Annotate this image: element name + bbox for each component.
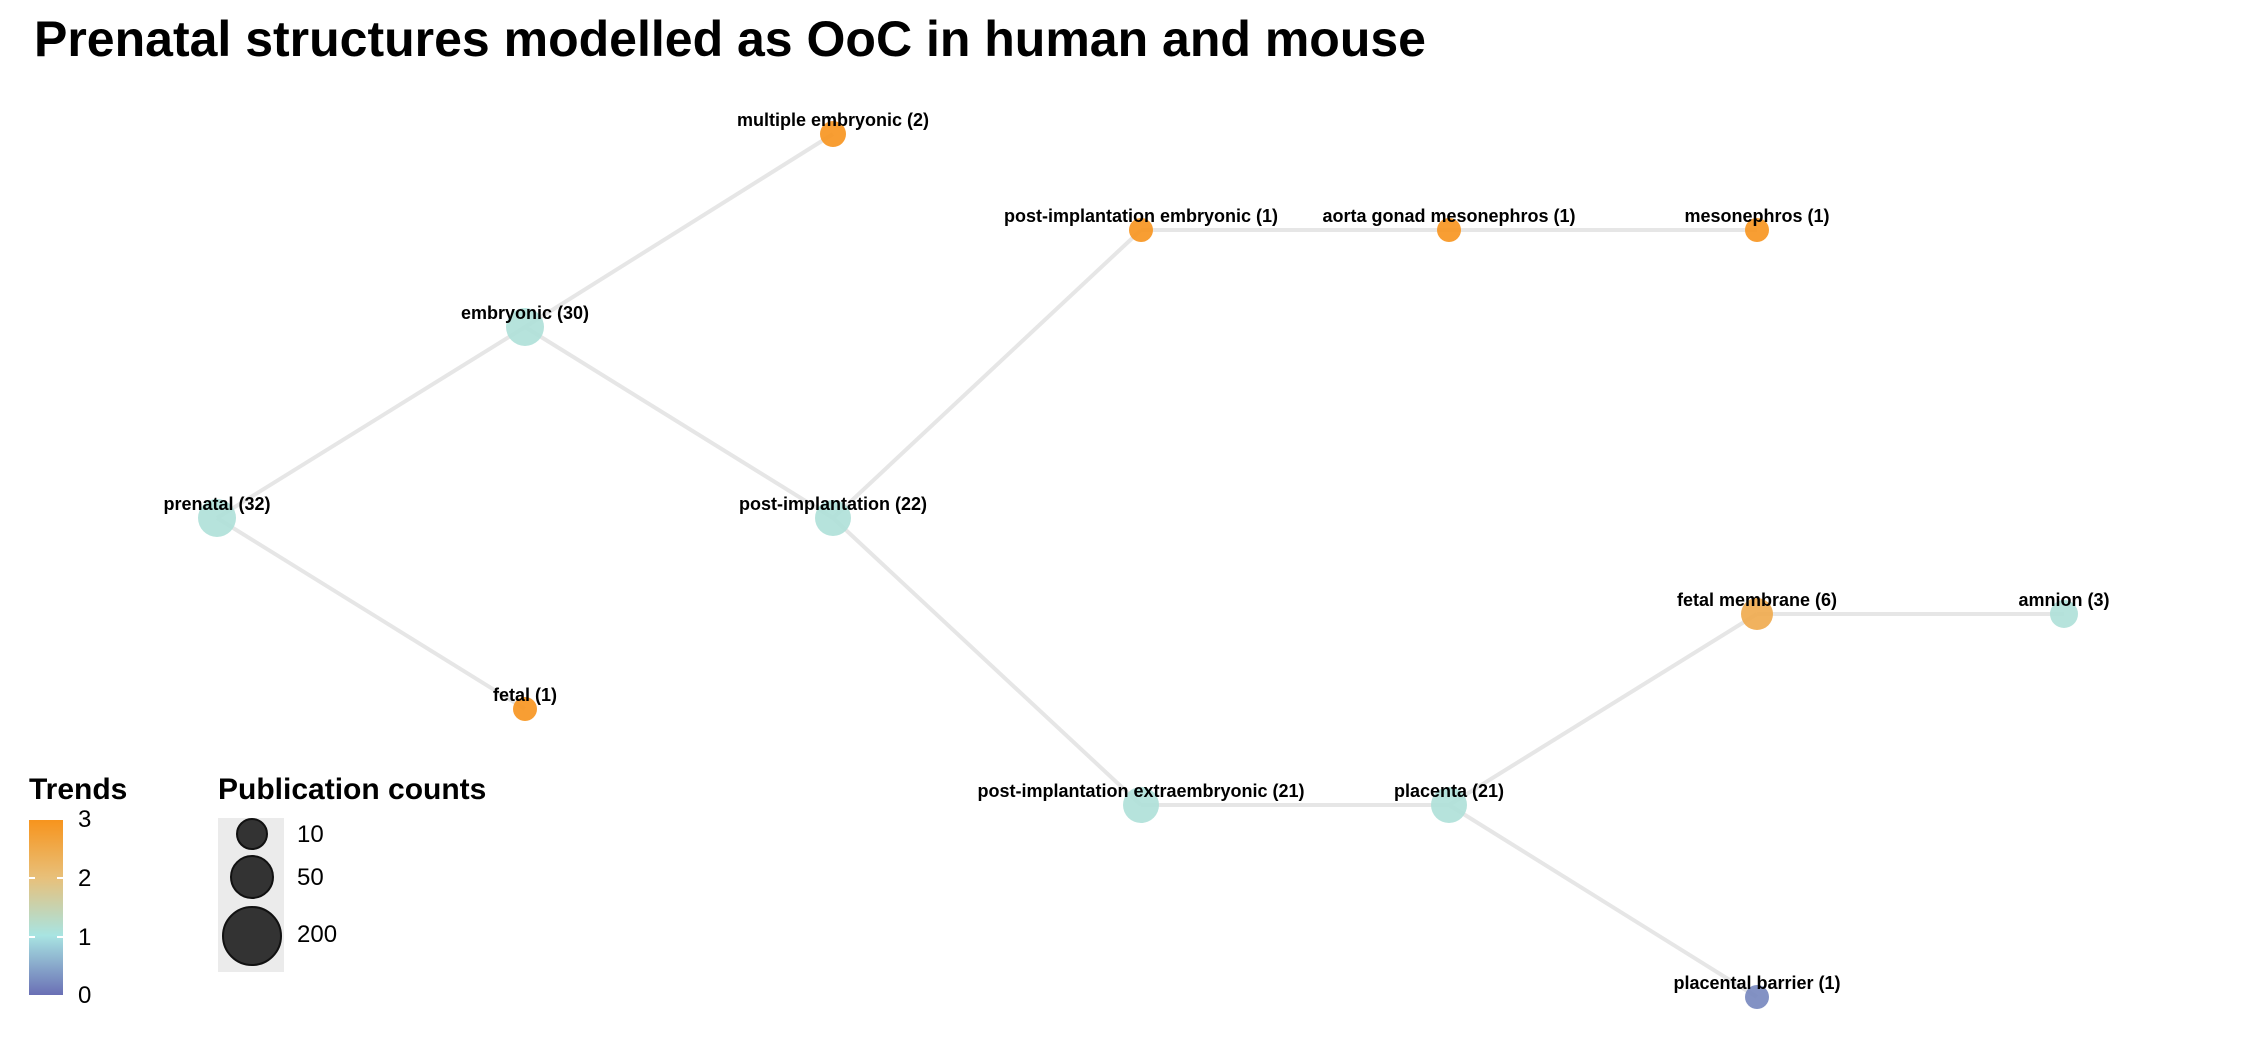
node-embryonic	[506, 308, 544, 346]
node-label-placenta: placenta (21)	[1394, 781, 1504, 801]
trends-tick-3: 3	[78, 806, 92, 833]
node-label-embryonic: embryonic (30)	[461, 303, 589, 323]
size-key-50	[230, 855, 274, 899]
edge-embryonic-multiple_embryonic	[523, 132, 835, 329]
edge-placenta-fetal_membrane	[1447, 612, 1759, 807]
node-fetal_membrane	[1741, 598, 1773, 630]
node-amnion	[2050, 600, 2078, 628]
trends-tick-2: 2	[78, 865, 92, 892]
node-label-prenatal: prenatal (32)	[163, 494, 270, 514]
size-label-10: 10	[297, 821, 324, 848]
edge-layer	[215, 132, 2064, 999]
label-layer: prenatal (32) embryonic (30) fetal (1) mult…	[163, 110, 2109, 993]
node-fetal	[513, 697, 537, 721]
node-label-post_implantation: post-implantation (22)	[739, 494, 927, 514]
edge-post_implantation-post_impl_embryonic	[831, 228, 1143, 520]
node-label-fetal_membrane: fetal membrane (6)	[1677, 590, 1837, 610]
node-post_impl_embryonic	[1129, 218, 1153, 242]
node-label-post_impl_extraembryonic: post-implantation extraembryonic (21)	[977, 781, 1304, 801]
chart-title: Prenatal structures modelled as OoC in h…	[34, 11, 1426, 67]
size-key-10	[236, 818, 268, 850]
node-placenta	[1431, 787, 1467, 823]
publication-counts-legend-title: Publication counts	[218, 773, 487, 806]
edge-post_implantation-post_impl_extraembryonic	[831, 516, 1143, 807]
node-post_impl_extraembryonic	[1123, 787, 1159, 823]
node-mesonephros	[1745, 218, 1769, 242]
colorbar-gradient	[29, 820, 63, 995]
node-label-agm: aorta gonad mesonephros (1)	[1322, 206, 1575, 226]
node-post_implantation	[815, 500, 851, 536]
node-label-fetal: fetal (1)	[493, 685, 557, 705]
node-label-multiple_embryonic: multiple embryonic (2)	[737, 110, 929, 130]
edge-prenatal-embryonic	[215, 325, 527, 520]
trends-tick-1: 1	[78, 924, 92, 951]
node-label-post_impl_embryonic: post-implantation embryonic (1)	[1004, 206, 1278, 226]
size-key-200	[222, 906, 282, 966]
node-agm	[1437, 218, 1461, 242]
edge-prenatal-fetal	[215, 516, 527, 711]
node-layer	[198, 121, 2078, 1009]
edge-placenta-placental_barrier	[1447, 803, 1759, 999]
node-label-amnion: amnion (3)	[2018, 590, 2109, 610]
trends-colorbar	[29, 820, 63, 995]
size-label-50: 50	[297, 864, 324, 891]
size-label-200: 200	[297, 921, 338, 948]
trends-tick-0: 0	[78, 982, 92, 1009]
node-label-placental_barrier: placental barrier (1)	[1673, 973, 1840, 993]
node-label-mesonephros: mesonephros (1)	[1684, 206, 1829, 226]
node-prenatal	[198, 499, 236, 537]
trends-legend-title: Trends	[29, 773, 128, 806]
node-multiple_embryonic	[820, 121, 846, 147]
node-placental_barrier	[1745, 985, 1769, 1009]
edge-embryonic-post_implantation	[523, 325, 835, 520]
